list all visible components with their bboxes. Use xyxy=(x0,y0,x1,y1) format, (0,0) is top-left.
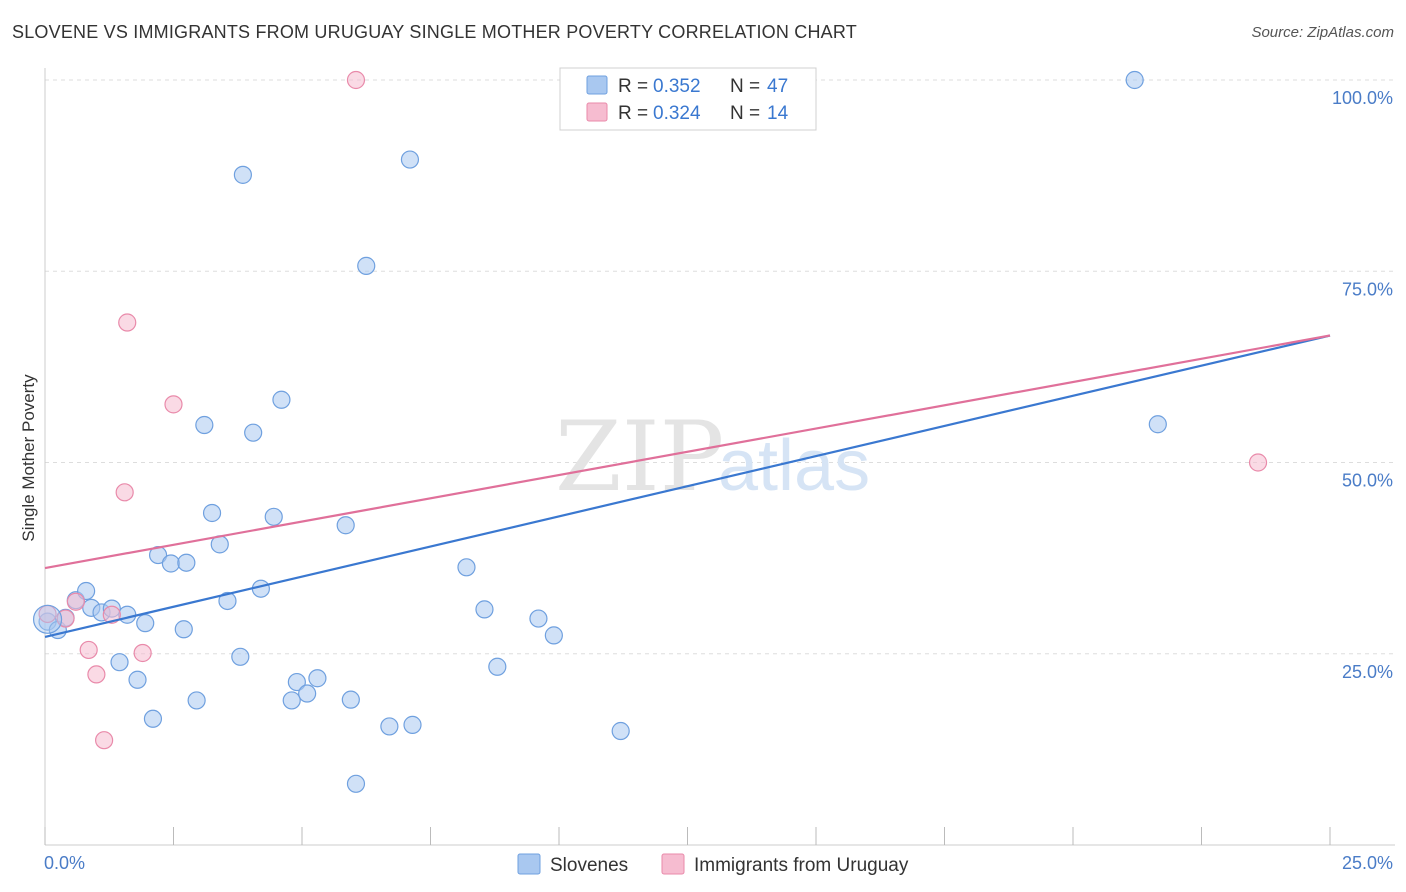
slovenes-point xyxy=(118,605,137,624)
slovenes-point xyxy=(341,690,360,709)
slovenes-point xyxy=(128,670,147,689)
slovenes-point xyxy=(174,620,193,639)
uruguay-point xyxy=(87,665,106,684)
axes-layer xyxy=(44,68,1395,846)
slovenes-point xyxy=(544,626,563,645)
slovenes-point xyxy=(1125,70,1144,90)
uruguay-point xyxy=(118,313,137,332)
watermark: ZIP atlas xyxy=(555,401,870,513)
slovenes-point xyxy=(357,256,376,275)
uruguay-point xyxy=(79,640,98,660)
uruguay-point xyxy=(164,395,183,414)
slovenes-point xyxy=(308,669,327,688)
uruguay-trend-line xyxy=(44,334,1331,570)
slovenes-point xyxy=(264,507,283,526)
slovenes-point xyxy=(346,774,366,793)
slovenes-point xyxy=(231,647,250,666)
legend-uruguay-label: Immigrants from Uruguay xyxy=(694,855,909,876)
legend-blue-n-value: 47 xyxy=(767,76,788,97)
uruguay-point xyxy=(346,70,366,90)
slovenes-point xyxy=(282,691,301,710)
slovenes-point xyxy=(136,614,155,633)
watermark-atlas: atlas xyxy=(718,426,870,506)
slovenes-point xyxy=(529,609,548,628)
slovenes-point xyxy=(1148,415,1167,434)
x-tick-label: 25.0% xyxy=(1342,853,1393,873)
slovenes-point xyxy=(161,554,181,573)
legend-blue-r-value: 0.352 xyxy=(653,76,701,97)
legend-pink-n-label: N = xyxy=(730,103,760,124)
slovenes-point xyxy=(272,390,291,409)
legend-pink-swatch xyxy=(586,102,608,122)
legend-bottom: Slovenes Immigrants from Uruguay xyxy=(517,853,909,876)
uruguay-point xyxy=(115,483,134,502)
slovenes-point xyxy=(177,553,196,572)
y-tick-label: 50.0% xyxy=(1342,471,1393,491)
uruguay-point xyxy=(66,592,85,611)
slovenes-point xyxy=(403,715,422,734)
legend-blue-swatch xyxy=(586,75,608,95)
slovenes-point xyxy=(187,691,206,710)
slovenes-point xyxy=(287,672,306,692)
slovenes-point xyxy=(298,684,317,703)
x-tick-label: 0.0% xyxy=(44,853,85,873)
slovenes-point xyxy=(380,717,399,736)
slovenes-point xyxy=(218,591,237,611)
uruguay-point xyxy=(102,605,121,624)
uruguay-point xyxy=(133,643,152,663)
legend-pink-r-value: 0.324 xyxy=(653,103,701,124)
slovenes-point xyxy=(202,503,222,523)
source-label: Source: ZipAtlas.com xyxy=(1251,24,1394,41)
slovenes-point xyxy=(475,600,494,619)
legend-top: R = 0.352 N = 47 R = 0.324 N = 14 xyxy=(559,67,817,131)
labels-layer: 25.0% 50.0% 75.0% 100.0% 0.0% 25.0% xyxy=(44,88,1393,873)
slovenes-point xyxy=(233,165,252,184)
slovenes-point xyxy=(244,423,263,442)
y-tick-label: 25.0% xyxy=(1342,662,1393,682)
slovenes-point xyxy=(110,653,129,672)
y-tick-label: 75.0% xyxy=(1342,279,1393,299)
legend-blue-r-label: R = xyxy=(618,76,648,97)
slovenes-point xyxy=(400,150,420,169)
watermark-zip: ZIP xyxy=(555,401,724,513)
legend-pink-r-label: R = xyxy=(618,103,648,124)
legend-blue-n-label: N = xyxy=(730,76,760,97)
slovenes-point xyxy=(457,558,476,577)
legend-uruguay-swatch xyxy=(661,853,685,875)
slovenes-point xyxy=(336,516,355,535)
slovenes-trend-line xyxy=(44,334,1331,638)
uruguay-point xyxy=(95,731,114,750)
y-tick-label: 100.0% xyxy=(1332,88,1393,108)
points-layer xyxy=(32,70,1268,793)
uruguay-point xyxy=(1248,453,1268,472)
trend-layer xyxy=(44,334,1331,638)
chart-title: SLOVENE VS IMMIGRANTS FROM URUGUAY SINGL… xyxy=(12,22,857,42)
slovenes-point xyxy=(195,415,214,435)
slovenes-point xyxy=(611,721,630,741)
slovenes-point xyxy=(143,709,163,728)
slovenes-point xyxy=(488,657,507,676)
legend-slovenes-label: Slovenes xyxy=(550,855,628,876)
y-axis-title: Single Mother Poverty xyxy=(19,374,38,542)
legend-pink-n-value: 14 xyxy=(767,103,789,124)
legend-slovenes-swatch xyxy=(517,853,541,875)
slovenes-point xyxy=(32,604,63,634)
